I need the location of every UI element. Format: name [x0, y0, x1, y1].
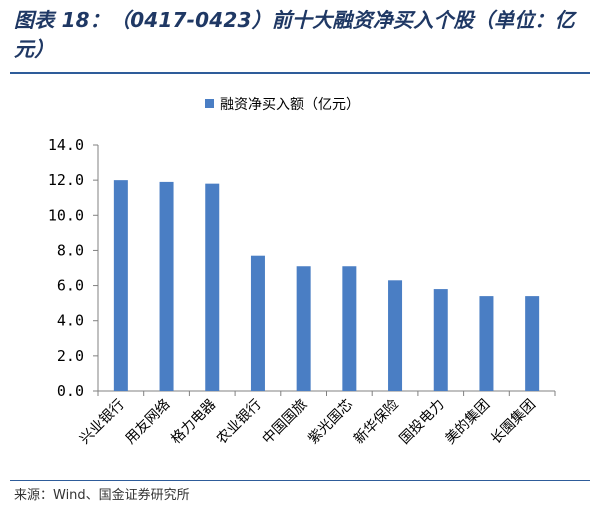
bar-1 [113, 180, 128, 391]
y-tick-label: 12.0 [48, 171, 84, 189]
source-divider [10, 480, 590, 481]
y-tick-label: 8.0 [57, 241, 84, 259]
bar-9 [479, 296, 494, 391]
bar-4 [250, 255, 265, 391]
category-label: 国投电力 [397, 397, 448, 448]
y-tick-label: 0.0 [57, 382, 84, 400]
y-tick-label: 2.0 [57, 347, 84, 365]
y-tick-label: 10.0 [48, 206, 84, 224]
chart-legend: 融资净买入额（亿元） [205, 97, 360, 113]
category-label: 中国国旅 [260, 397, 311, 448]
category-label: 新华保险 [351, 397, 402, 448]
title-divider [10, 72, 590, 74]
y-tick-label: 6.0 [57, 277, 84, 295]
bar-8 [433, 289, 448, 391]
category-label: 用友网络 [122, 397, 173, 448]
bar-6 [342, 266, 357, 391]
chart-axes: 0.0 2.0 4.0 6.0 8.0 10.0 12.0 14.0 [48, 136, 556, 400]
legend-label: 融资净买入额（亿元） [220, 97, 360, 113]
category-label: 美的集团 [442, 396, 494, 448]
category-label: 农业银行 [214, 397, 265, 448]
source-note: 来源：Wind、国金证券研究所 [14, 488, 190, 503]
bar-5 [296, 266, 311, 391]
figure-title: 图表 18：（0417-0423）前十大融资净买入个股（单位：亿元） [14, 8, 575, 61]
category-label: 长園集团 [487, 396, 539, 448]
legend-swatch [205, 99, 214, 108]
y-tick-label: 14.0 [48, 136, 84, 154]
bar-7 [388, 280, 403, 391]
bar-2 [159, 181, 174, 391]
category-label: 兴业银行 [77, 397, 128, 448]
bar-3 [205, 183, 220, 391]
y-tick-label: 4.0 [57, 312, 84, 330]
chart-bars [113, 180, 540, 391]
category-label: 紫光国芯 [305, 397, 356, 448]
category-label: 格力电器 [168, 397, 219, 448]
bar-10 [525, 296, 540, 391]
